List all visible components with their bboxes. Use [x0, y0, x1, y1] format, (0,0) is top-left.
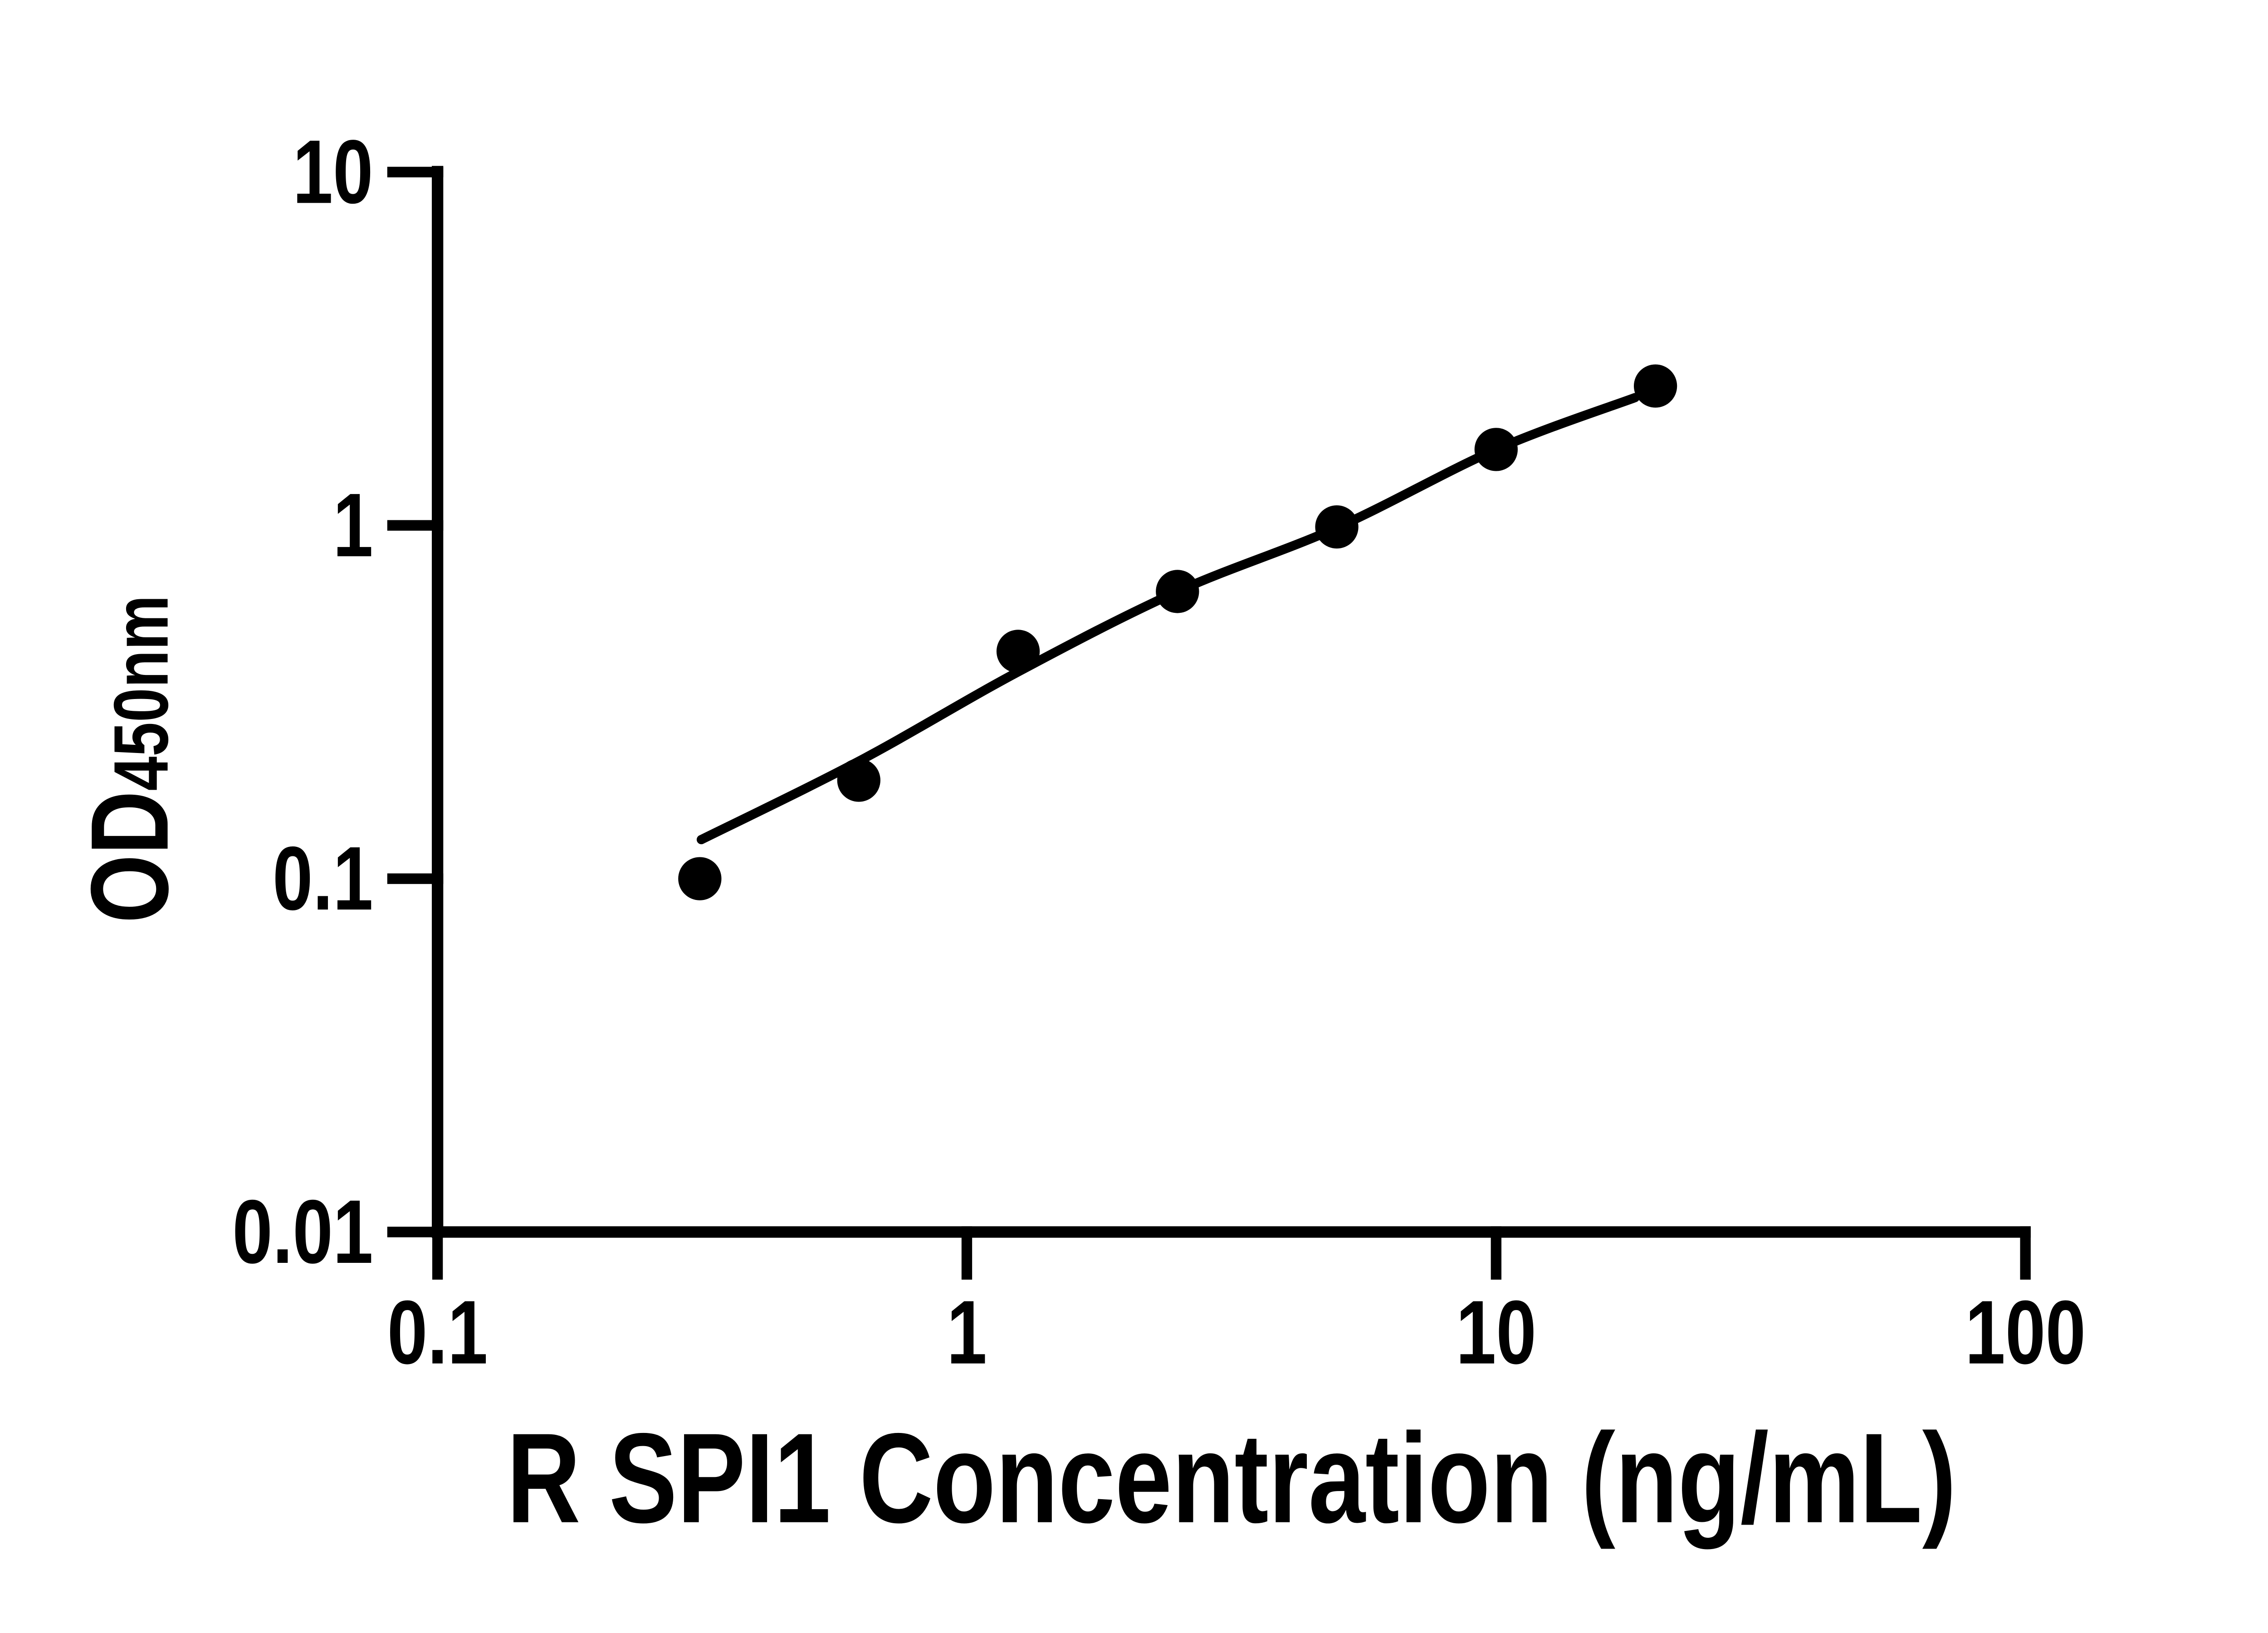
x-tick-label: 1 [947, 1282, 987, 1383]
y-axis-line [431, 166, 444, 1238]
axes [431, 166, 2031, 1238]
x-tick [1491, 1226, 1501, 1280]
x-tick-label: 10 [1456, 1282, 1536, 1383]
x-axis-line [431, 1226, 2031, 1238]
y-tick-label: 0.1 [273, 828, 373, 929]
data-point [678, 857, 722, 900]
x-tick-label: 100 [1965, 1282, 2086, 1383]
x-tick [432, 1226, 443, 1280]
data-point [1474, 428, 1518, 471]
y-tick-label: 1 [333, 475, 373, 576]
y-tick [387, 166, 444, 178]
y-tick-label: 0.01 [232, 1182, 373, 1282]
x-axis-title: R SPI1 Concentration (ng/mL) [507, 1407, 1956, 1550]
data-series [678, 364, 1677, 900]
data-point [1156, 570, 1199, 613]
y-tick [387, 873, 444, 884]
data-point [837, 758, 880, 802]
x-tick-label: 0.1 [387, 1282, 488, 1383]
x-tick [2020, 1226, 2031, 1280]
y-axis-title-subscript: 450nm [98, 595, 185, 791]
x-tick [961, 1226, 973, 1280]
y-axis-title-main: OD [68, 791, 191, 923]
y-tick [387, 520, 444, 531]
y-tick-label: 10 [293, 122, 373, 222]
data-point [996, 630, 1040, 673]
data-point [1633, 364, 1677, 408]
data-point [1315, 505, 1359, 549]
axis-ticks [387, 166, 2031, 1280]
y-axis-title: OD450nm [68, 595, 191, 923]
y-tick [387, 1227, 444, 1237]
